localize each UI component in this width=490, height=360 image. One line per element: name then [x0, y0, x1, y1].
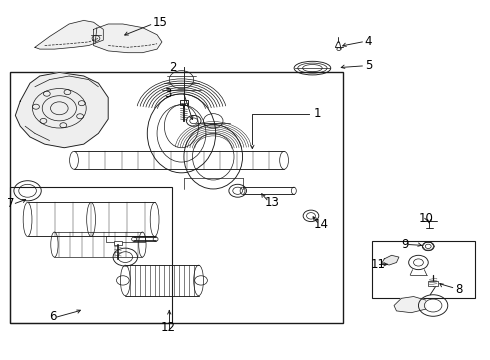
- Bar: [180, 100, 188, 105]
- Bar: [372, 241, 475, 298]
- Polygon shape: [15, 72, 108, 148]
- Text: 13: 13: [265, 196, 279, 209]
- Bar: [10, 187, 171, 323]
- Text: 14: 14: [314, 218, 328, 231]
- Text: 6: 6: [49, 310, 57, 324]
- Bar: [10, 72, 343, 323]
- Bar: [428, 282, 438, 286]
- Text: 12: 12: [161, 321, 176, 334]
- Text: 5: 5: [365, 59, 372, 72]
- Text: 3: 3: [164, 87, 172, 100]
- Text: 1: 1: [314, 107, 321, 120]
- Text: 8: 8: [455, 283, 463, 296]
- Text: 9: 9: [401, 238, 409, 251]
- Bar: [114, 241, 122, 244]
- Polygon shape: [35, 21, 103, 49]
- Text: 15: 15: [153, 17, 168, 30]
- Polygon shape: [94, 24, 162, 53]
- Text: 7: 7: [6, 197, 14, 210]
- Text: 11: 11: [370, 258, 386, 271]
- Text: 4: 4: [365, 35, 372, 49]
- Text: 2: 2: [169, 60, 177, 73]
- Text: 10: 10: [418, 212, 433, 225]
- Polygon shape: [394, 297, 426, 313]
- Polygon shape: [382, 255, 399, 265]
- Bar: [106, 237, 145, 242]
